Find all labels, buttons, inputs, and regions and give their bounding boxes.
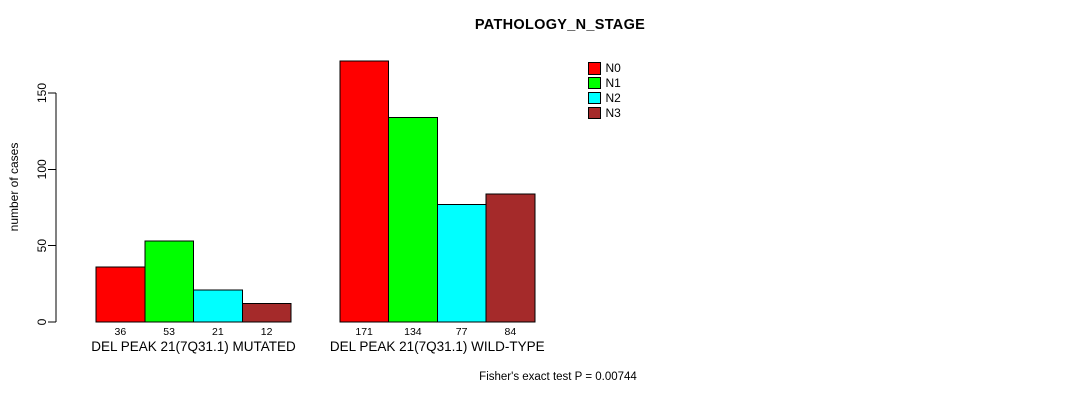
bar-n3-group0 <box>241 303 292 323</box>
legend-label-n1: N1 <box>605 76 621 91</box>
bar-value-label: 77 <box>456 326 468 338</box>
bar-n2-group0 <box>193 289 243 323</box>
bar-value-label: 21 <box>212 326 224 338</box>
bar-value-label: 84 <box>505 326 517 338</box>
bar-n0-group1 <box>339 60 389 323</box>
y-axis: 0 50 100 150 <box>35 83 57 325</box>
category-label-group0: DEL PEAK 21(7Q31.1) MUTATED <box>91 339 296 354</box>
bar-value-label: 12 <box>261 326 273 338</box>
bar-value-label: 53 <box>163 326 175 338</box>
bar-value-label: 134 <box>404 326 422 338</box>
bar-n1-group1 <box>388 116 438 323</box>
y-axis-tick-label: 150 <box>35 83 49 103</box>
bar-groups <box>95 60 536 323</box>
legend-swatch-n1 <box>588 76 601 90</box>
bar-value-label: 171 <box>355 326 373 338</box>
y-axis-tick-label: 100 <box>35 159 49 179</box>
y-axis-tick-label: 50 <box>35 239 49 253</box>
legend-row-n0: N0 <box>588 61 621 76</box>
bar-n0-group0 <box>95 266 146 323</box>
legend-row-n1: N1 <box>588 76 621 91</box>
legend-label-n3: N3 <box>605 105 621 120</box>
fisher-exact-test-note: Fisher's exact test P = 0.00744 <box>479 371 637 383</box>
legend-row-n2: N2 <box>588 91 621 106</box>
legend-swatch-n2 <box>588 91 601 105</box>
legend-row-n3: N3 <box>588 105 621 120</box>
legend-label-n0: N0 <box>605 61 621 76</box>
legend-swatch-n3 <box>588 106 601 120</box>
bar-value-label: 36 <box>115 326 127 338</box>
category-label-group1: DEL PEAK 21(7Q31.1) WILD-TYPE <box>330 339 545 354</box>
bar-n1-group0 <box>144 240 194 323</box>
chart-title: PATHOLOGY_N_STAGE <box>474 17 646 33</box>
y-axis-title: number of cases <box>7 143 21 232</box>
legend-label-n2: N2 <box>605 90 621 105</box>
bar-n2-group1 <box>436 203 487 323</box>
y-axis-tick-label: 0 <box>35 318 49 325</box>
legend: N0 N1 N2 N3 <box>588 61 621 120</box>
bar-n3-group1 <box>485 193 536 323</box>
legend-swatch-n0 <box>588 62 601 75</box>
